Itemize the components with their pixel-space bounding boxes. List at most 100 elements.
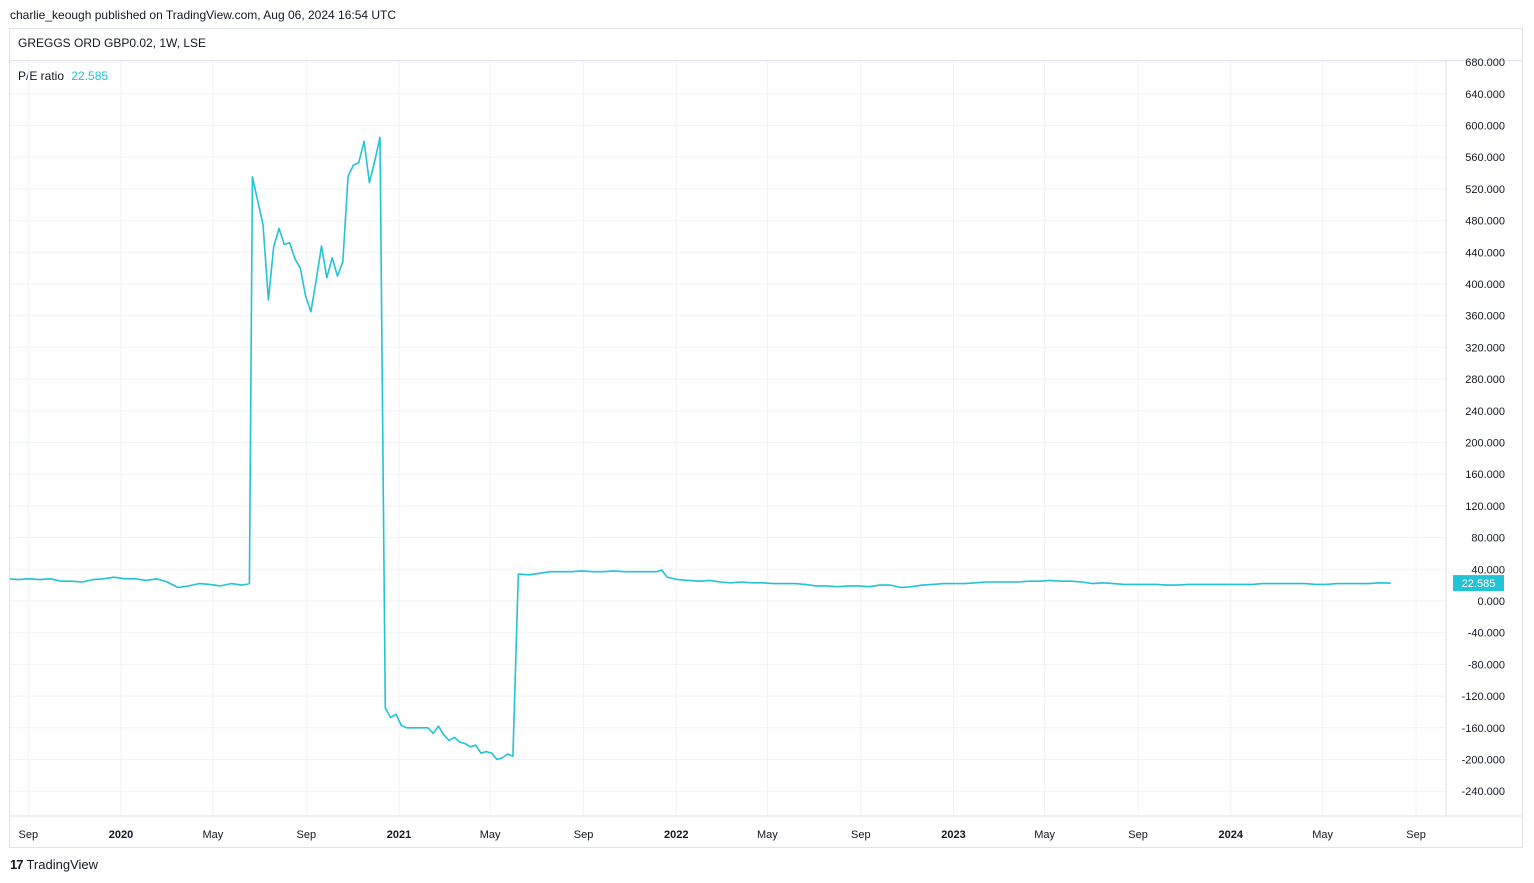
data-point bbox=[1123, 583, 1125, 586]
y-tick-label: 480.000 bbox=[1465, 216, 1505, 228]
data-point bbox=[501, 757, 503, 759]
data-point bbox=[406, 727, 408, 729]
data-point bbox=[911, 586, 913, 588]
data-point bbox=[570, 571, 573, 573]
data-point bbox=[39, 579, 41, 581]
data-point bbox=[1304, 583, 1306, 585]
footer-brand[interactable]: 17 TradingView bbox=[10, 857, 98, 872]
y-tick-label: 280.000 bbox=[1465, 374, 1505, 386]
data-point bbox=[432, 732, 434, 734]
data-point bbox=[443, 734, 445, 736]
data-point bbox=[374, 160, 376, 162]
symbol-title: GREGGS ORD GBP0.02, 1W, LSE bbox=[18, 36, 207, 50]
data-point bbox=[1155, 583, 1157, 586]
data-point bbox=[177, 586, 179, 589]
last-value-label: 22.585 bbox=[1462, 578, 1496, 590]
data-point bbox=[634, 571, 636, 573]
data-point bbox=[49, 578, 52, 580]
indicator-legend[interactable]: P/E ratio 22.585 bbox=[18, 69, 108, 83]
data-point bbox=[879, 584, 881, 586]
data-point bbox=[485, 751, 487, 753]
legend-label: P/E ratio bbox=[18, 69, 65, 83]
data-point bbox=[267, 299, 269, 301]
data-point bbox=[124, 578, 126, 580]
y-tick-label: -80.000 bbox=[1468, 659, 1505, 671]
data-point bbox=[836, 586, 838, 588]
data-point bbox=[188, 585, 190, 587]
data-point bbox=[1081, 581, 1083, 583]
data-point bbox=[932, 583, 934, 586]
data-point bbox=[560, 571, 562, 573]
data-point bbox=[305, 295, 307, 297]
data-point bbox=[730, 582, 732, 584]
data-point bbox=[719, 581, 721, 583]
data-point bbox=[7, 578, 8, 579]
data-point bbox=[92, 579, 94, 581]
data-point bbox=[278, 227, 280, 230]
data-point bbox=[358, 162, 360, 164]
data-point bbox=[145, 579, 147, 582]
data-point bbox=[762, 582, 764, 584]
data-point bbox=[1028, 580, 1030, 582]
legend-value: 22.585 bbox=[71, 69, 109, 83]
data-point bbox=[1177, 584, 1179, 586]
x-tick-label: 2024 bbox=[1218, 829, 1243, 841]
y-tick-label: 320.000 bbox=[1465, 342, 1505, 354]
y-tick-label: 600.000 bbox=[1465, 121, 1505, 133]
data-point bbox=[624, 571, 626, 573]
x-tick-label: May bbox=[203, 829, 224, 841]
data-point bbox=[592, 571, 594, 573]
data-point bbox=[677, 579, 679, 581]
data-point bbox=[1251, 583, 1253, 586]
data-point bbox=[251, 176, 253, 178]
data-point bbox=[28, 578, 30, 580]
y-tick-label: 400.000 bbox=[1465, 279, 1505, 291]
data-point bbox=[953, 583, 955, 585]
y-tick-label: 120.000 bbox=[1465, 501, 1505, 513]
data-point bbox=[868, 586, 870, 588]
data-point bbox=[379, 136, 381, 138]
x-tick-label: Sep bbox=[851, 829, 871, 841]
data-point bbox=[661, 569, 663, 571]
y-tick-label: -240.000 bbox=[1462, 786, 1505, 798]
data-point bbox=[1049, 579, 1051, 582]
data-point bbox=[1134, 583, 1136, 586]
data-point bbox=[102, 578, 105, 580]
data-point bbox=[1070, 580, 1072, 582]
x-tick-label: 2020 bbox=[109, 829, 133, 841]
data-point bbox=[741, 581, 743, 583]
data-point bbox=[794, 583, 796, 585]
data-point bbox=[687, 579, 690, 582]
data-point bbox=[751, 582, 753, 584]
data-point bbox=[496, 758, 498, 761]
data-point bbox=[17, 579, 20, 581]
data-point bbox=[1325, 583, 1327, 586]
data-point bbox=[613, 570, 615, 572]
data-point bbox=[1102, 582, 1104, 584]
data-point bbox=[198, 583, 200, 585]
data-point bbox=[352, 164, 354, 166]
data-point bbox=[209, 583, 211, 586]
pe-ratio-series-line bbox=[10, 136, 1391, 761]
x-tick-label: May bbox=[480, 829, 501, 841]
data-point bbox=[368, 182, 370, 184]
data-point bbox=[427, 727, 429, 729]
data-point bbox=[698, 580, 700, 582]
data-point bbox=[1038, 580, 1040, 582]
data-point bbox=[847, 585, 849, 587]
data-point bbox=[241, 584, 243, 586]
y-tick-label: 440.000 bbox=[1465, 247, 1505, 259]
data-point bbox=[1198, 583, 1200, 586]
data-point bbox=[985, 581, 987, 583]
y-tick-label: 80.000 bbox=[1471, 533, 1505, 545]
data-point bbox=[262, 224, 264, 226]
data-point bbox=[889, 584, 892, 586]
data-point bbox=[156, 578, 158, 580]
y-tick-label: 200.000 bbox=[1465, 438, 1505, 450]
data-point bbox=[1113, 583, 1115, 585]
data-point bbox=[71, 580, 73, 582]
y-tick-label: -200.000 bbox=[1462, 755, 1505, 767]
data-point bbox=[512, 755, 514, 757]
data-point bbox=[1368, 583, 1370, 585]
